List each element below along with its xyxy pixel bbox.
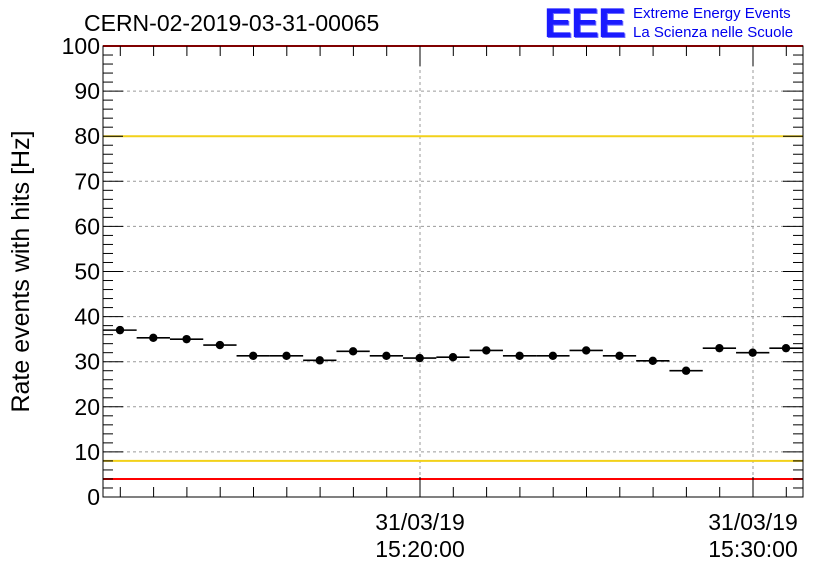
y-tick-label: 60 (74, 213, 100, 239)
y-tick-label: 30 (74, 349, 100, 375)
eee-logo-mark: EEE (544, 0, 626, 46)
data-series (103, 325, 803, 375)
data-point (781, 343, 791, 353)
data-point (415, 353, 424, 363)
data-point (215, 340, 225, 350)
y-tick-label: 70 (74, 168, 100, 194)
data-point (282, 351, 291, 361)
y-tick-label: 100 (62, 33, 100, 59)
x-tick-time: 15:30:00 (708, 536, 798, 562)
x-tick-time: 15:20:00 (375, 536, 465, 562)
data-point (582, 346, 591, 355)
y-tick-label: 40 (74, 304, 100, 330)
data-point (115, 325, 125, 335)
x-tick-date: 31/03/19 (375, 509, 465, 535)
x-tick-date: 31/03/19 (708, 509, 798, 535)
data-point (648, 356, 657, 365)
data-point (315, 356, 324, 365)
data-point (482, 346, 491, 355)
eee-logo: EEE Extreme Energy Events La Scienza nel… (544, 2, 793, 44)
reference-lines (103, 45, 803, 480)
data-point (249, 351, 258, 361)
run-title: CERN-02-2019-03-31-00065 (84, 10, 380, 36)
data-point (515, 351, 524, 361)
y-tick-label: 90 (74, 78, 100, 104)
data-point (182, 334, 191, 344)
axis-labels: 010203040506070809010031/03/1915:20:0031… (7, 33, 798, 562)
data-point (149, 333, 158, 342)
data-point (748, 348, 757, 357)
y-tick-label: 10 (74, 439, 100, 465)
plot-frame (102, 45, 804, 498)
y-tick-label: 20 (74, 394, 100, 420)
data-point (715, 343, 724, 353)
data-point (382, 351, 391, 361)
data-point (681, 366, 691, 375)
y-tick-label: 0 (87, 484, 100, 510)
eee-logo-text: Extreme Energy Events La Scienza nelle S… (633, 4, 793, 42)
y-axis-title: Rate events with hits [Hz] (7, 130, 35, 412)
data-point (615, 351, 624, 361)
data-point (448, 352, 458, 362)
y-tick-label: 50 (74, 259, 100, 285)
data-point (548, 351, 558, 361)
data-point (348, 347, 358, 356)
grid-layer (103, 46, 803, 497)
logo-line-2: La Scienza nelle Scuole (633, 24, 794, 41)
y-tick-label: 80 (74, 123, 100, 149)
logo-line-1: Extreme Energy Events (633, 5, 791, 22)
